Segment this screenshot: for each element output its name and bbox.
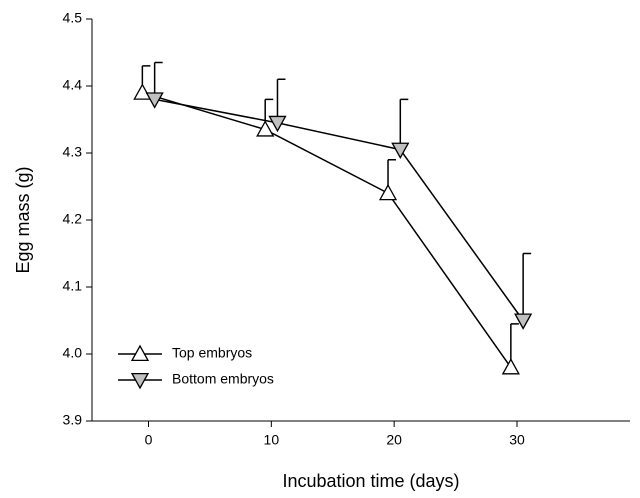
legend-label: Top embryos [172,345,252,361]
y-tick-label: 4.2 [63,211,83,227]
marker [256,120,275,137]
y-axis-label: Egg mass (g) [13,166,33,273]
error-bar [522,252,532,321]
y-tick-label: 3.9 [63,412,83,428]
y-tick-label: 4.5 [63,10,83,26]
x-tick-label: 0 [145,432,153,448]
legend-marker [130,372,150,390]
x-tick-label: 30 [509,432,525,448]
legend-label: Bottom embryos [172,371,274,387]
y-tick-label: 4.1 [63,278,83,294]
error-bar [399,98,409,150]
marker [378,183,398,201]
marker [268,115,287,133]
marker [145,92,164,109]
marker [514,313,533,330]
y-tick-label: 4.4 [63,77,83,93]
marker [501,358,520,375]
x-tick-label: 10 [264,432,280,448]
marker [133,83,152,100]
y-tick-label: 4.3 [63,144,83,160]
legend-marker [130,344,150,362]
error-bar [276,78,286,123]
x-axis-label: Incubation time (days) [282,471,459,491]
x-tick-label: 20 [386,432,402,448]
series-line [154,98,524,321]
y-tick-label: 4.0 [63,345,83,361]
marker [391,142,410,159]
series-line [142,91,512,368]
